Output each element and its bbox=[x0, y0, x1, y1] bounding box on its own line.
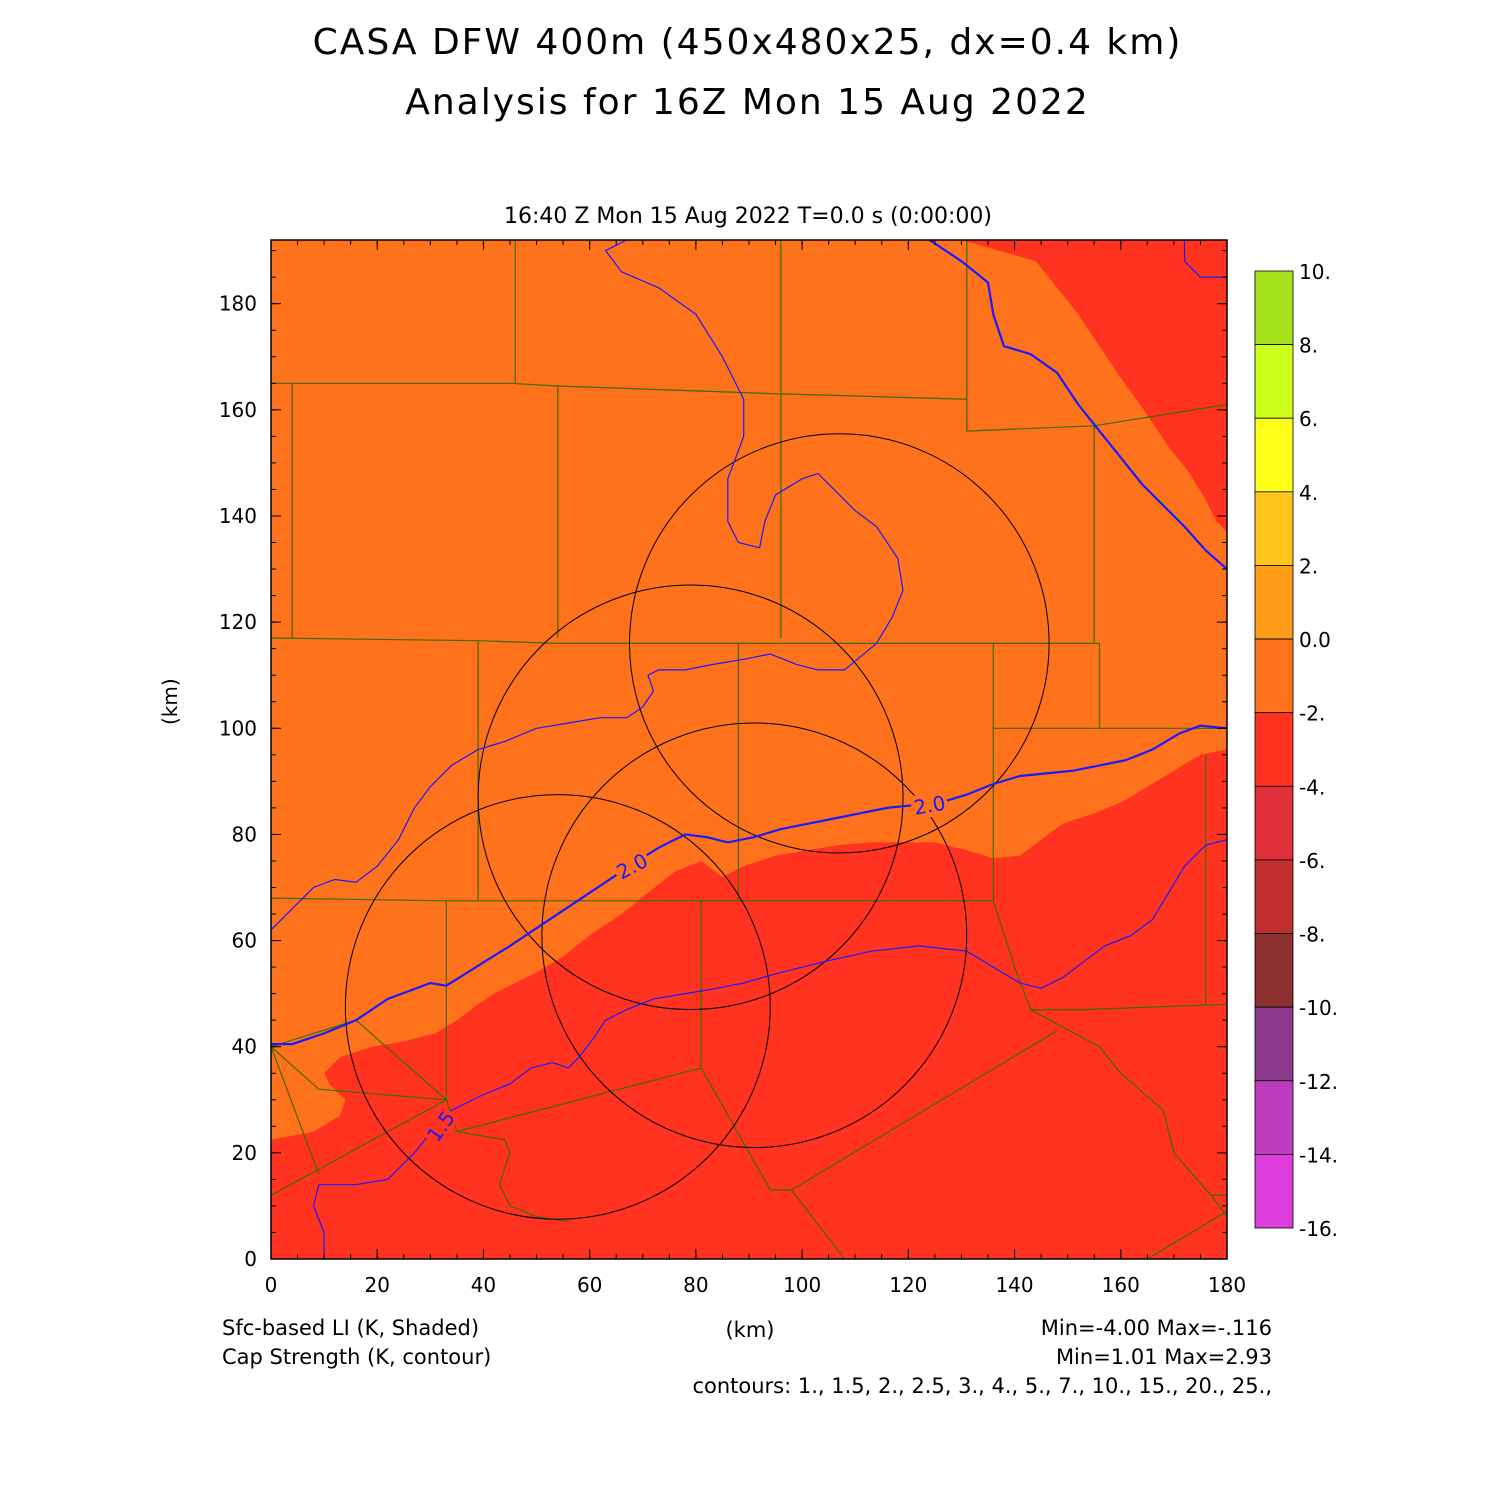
y-tick-label: 140 bbox=[219, 504, 257, 528]
colorbar-segment bbox=[1254, 785, 1294, 861]
y-tick-label: 40 bbox=[232, 1035, 257, 1059]
county-line bbox=[791, 1189, 846, 1259]
county-line bbox=[700, 1030, 1058, 1191]
y-tick-label: 180 bbox=[219, 292, 257, 316]
colorbar-label: -6. bbox=[1299, 849, 1325, 873]
colorbar-segment bbox=[1254, 565, 1294, 640]
radar-ring bbox=[541, 722, 968, 1149]
y-tick-label: 160 bbox=[219, 398, 257, 422]
colorbar-label: 2. bbox=[1299, 554, 1318, 578]
x-tick-label: 180 bbox=[1208, 1273, 1246, 1297]
x-tick-label: 120 bbox=[889, 1273, 927, 1297]
colorbar-label: 6. bbox=[1299, 407, 1318, 431]
contour-2-0 bbox=[271, 724, 1227, 1046]
li-red-region-ne bbox=[961, 240, 1227, 532]
contour-label: 2.0 bbox=[912, 791, 947, 820]
y-tick-label: 0 bbox=[244, 1247, 257, 1271]
colorbar: 10. 8. 6. 4. 2. 0.0 -2. -4. -6. -8. -10. -12. -14. -1… bbox=[1254, 260, 1338, 1241]
axes: 0 20 40 60 80 100 120 140 160 180 0 20 40 60 80 100 120 1… bbox=[219, 240, 1246, 1297]
radar-ring bbox=[629, 433, 1050, 854]
x-tick-label: 80 bbox=[683, 1273, 708, 1297]
colorbar-segment bbox=[1254, 933, 1294, 1008]
y-tick-label: 120 bbox=[219, 610, 257, 634]
county-line bbox=[456, 1131, 569, 1223]
colorbar-segment bbox=[1254, 344, 1294, 419]
y-tick-label: 80 bbox=[232, 822, 257, 846]
county-line bbox=[271, 382, 559, 638]
li-red-region bbox=[271, 749, 1227, 1259]
colorbar-segment bbox=[1254, 1153, 1294, 1229]
x-tick-label: 100 bbox=[783, 1273, 821, 1297]
contour-label-bg bbox=[909, 790, 950, 821]
x-tick-label: 40 bbox=[471, 1273, 496, 1297]
county-boundaries bbox=[271, 240, 1227, 1259]
radar-ring bbox=[477, 584, 904, 1011]
colorbar-segment bbox=[1254, 417, 1294, 493]
colorbar-label: 10. bbox=[1299, 260, 1331, 284]
legend-contour-field: Cap Strength (K, contour) bbox=[222, 1345, 492, 1369]
contour-levels: contours: 1., 1.5, 2., 2.5, 3., 4., 5., … bbox=[692, 1374, 1272, 1398]
x-tick-label: 0 bbox=[265, 1273, 278, 1297]
x-tick-label: 60 bbox=[577, 1273, 602, 1297]
colorbar-segment bbox=[1254, 712, 1294, 787]
contour-north bbox=[271, 240, 904, 931]
colorbar-label: -10. bbox=[1299, 996, 1338, 1020]
contour-label-bg bbox=[610, 847, 654, 886]
colorbar-label: 0.0 bbox=[1299, 628, 1331, 652]
colorbar-segment bbox=[1254, 270, 1294, 346]
county-line bbox=[966, 399, 1227, 432]
x-tick-label: 140 bbox=[995, 1273, 1033, 1297]
county-line bbox=[271, 1046, 320, 1175]
contour-1-5 bbox=[312, 839, 1227, 1259]
colorbar-segment bbox=[1254, 491, 1294, 566]
colorbar-segment bbox=[1254, 859, 1294, 934]
shaded-min-max: Min=-4.00 Max=-.116 bbox=[1040, 1316, 1272, 1340]
radar-range-rings bbox=[344, 433, 1050, 1220]
colorbar-label: 4. bbox=[1299, 481, 1318, 505]
colorbar-label: -2. bbox=[1299, 702, 1325, 726]
colorbar-label: -8. bbox=[1299, 923, 1325, 947]
colorbar-segment bbox=[1254, 638, 1294, 714]
x-axis-label: (km) bbox=[725, 1318, 775, 1342]
colorbar-label: -12. bbox=[1299, 1070, 1338, 1094]
x-tick-label: 20 bbox=[364, 1273, 389, 1297]
colorbar-label: -16. bbox=[1299, 1217, 1338, 1241]
contour-label-bg bbox=[420, 1104, 462, 1148]
contour-min-max: Min=1.01 Max=2.93 bbox=[1055, 1345, 1272, 1369]
colorbar-label: -14. bbox=[1299, 1143, 1338, 1167]
map-title-line-2: Analysis for 16Z Mon 15 Aug 2022 bbox=[405, 82, 1090, 123]
li-shaded-field bbox=[271, 240, 1227, 1259]
contour-2-0-ne bbox=[928, 240, 1227, 570]
colorbar-label: -4. bbox=[1299, 775, 1325, 799]
y-tick-label: 100 bbox=[219, 716, 257, 740]
contour-ne-corner bbox=[1183, 240, 1227, 278]
colorbar-label: 8. bbox=[1299, 334, 1318, 358]
colorbar-segment bbox=[1254, 1006, 1294, 1082]
x-tick-label: 160 bbox=[1102, 1273, 1140, 1297]
cap-strength-contours bbox=[271, 240, 1227, 1259]
map-title-line-1: CASA DFW 400m (450x480x25, dx=0.4 km) bbox=[312, 22, 1183, 63]
colorbar-segment bbox=[1254, 1080, 1294, 1155]
county-line bbox=[271, 1099, 447, 1196]
y-tick-label: 60 bbox=[232, 929, 257, 953]
county-line bbox=[1146, 1210, 1227, 1259]
y-tick-label: 20 bbox=[232, 1141, 257, 1165]
legend-shaded-field: Sfc-based LI (K, Shaded) bbox=[222, 1316, 480, 1340]
radar-ring bbox=[344, 794, 771, 1220]
map-valid-time: 16:40 Z Mon 15 Aug 2022 T=0.0 s (0:00:00… bbox=[503, 204, 993, 229]
